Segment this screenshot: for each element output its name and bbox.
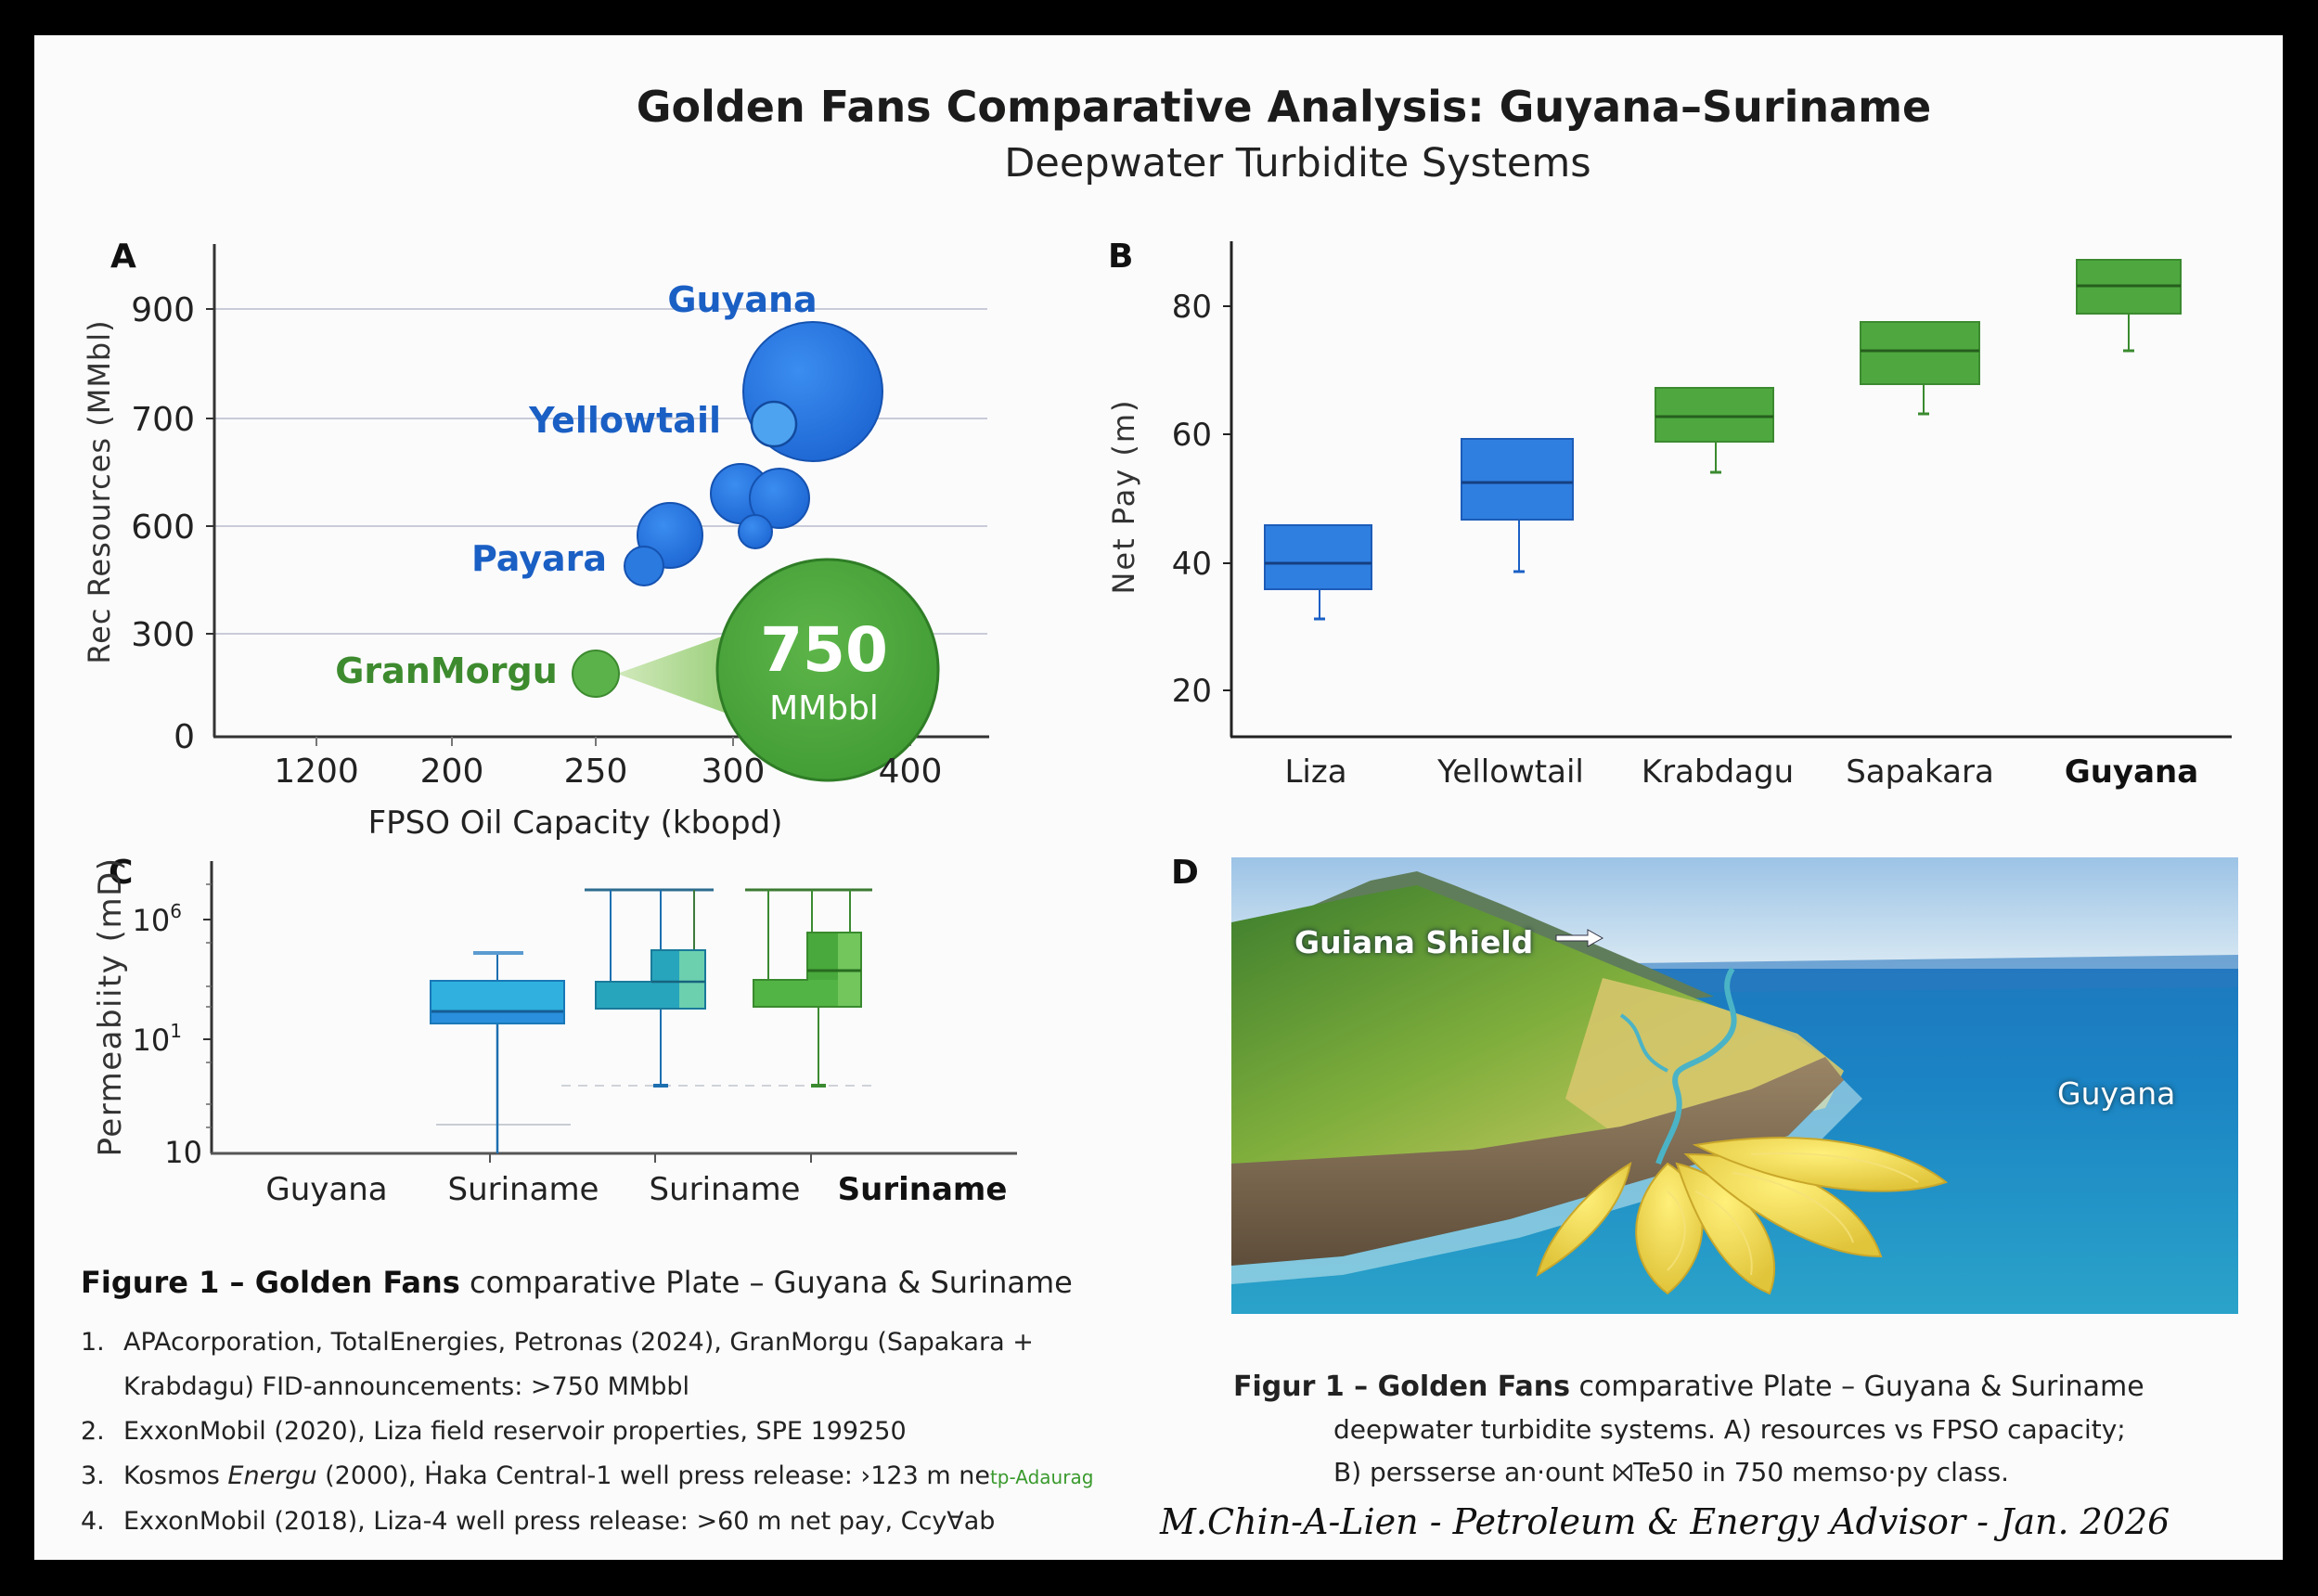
label-guyana-sea: Guyana (2057, 1075, 2176, 1112)
callout-unit: MMbbl (769, 689, 879, 727)
b-ylabel: Net Pay (m) (1106, 398, 1141, 594)
turbidite-fan-illustration (1231, 857, 2238, 1314)
author-signature: M.Chin-A-Lien - Petroleum & Energy Advis… (1160, 1501, 2170, 1542)
a-xtick: 400 (879, 753, 943, 791)
a-xtick: 1200 (274, 753, 359, 791)
label-yellowtail: Yellowtail (528, 400, 721, 441)
c-xtick-guyana: Guyana (265, 1171, 387, 1208)
reference-item: 2. ExxonMobil (2020), Liza field reservo… (81, 1417, 907, 1446)
a-ylabel: Rec Resources (MMbl) (82, 319, 117, 663)
b-xtick-guyana: Guyana (2065, 753, 2198, 791)
panel-a-bubble-chart: 900 700 600 300 0 1200 200 250 300 400 F… (82, 244, 989, 842)
b-xtick-sapakara: Sapakara (1846, 753, 1994, 791)
a-ytick-700: 700 (131, 401, 195, 439)
right-arrow-icon (1554, 928, 1604, 948)
c-ylabel: Permeabiity (mD) (92, 856, 129, 1156)
panel-b-letter: B (1108, 238, 1134, 276)
label-guyana: Guyana (667, 279, 817, 320)
panel-d-illustration: Guiana Shield Guyana (1231, 857, 2238, 1314)
reference-item: 1. APAcorporation, TotalEnergies, Petron… (81, 1328, 1034, 1401)
page-subtitle: Deepwater Turbidite Systems (1004, 140, 1591, 187)
reference-item: 4. ExxonMobil (2018), Liza-4 well press … (81, 1507, 996, 1536)
c-ytick-1e6: 106 (133, 900, 182, 938)
b-ytick-60: 60 (1172, 417, 1212, 454)
b-ytick-20: 20 (1172, 673, 1212, 710)
panel-d-letter: D (1171, 854, 1199, 892)
c-xtick-suriname-1: Suriname (448, 1171, 599, 1208)
figure-caption-right: Figur 1 – Golden Fans comparative Plate … (1233, 1371, 2144, 1487)
b-ytick-40: 40 (1172, 546, 1212, 583)
a-xtick: 200 (420, 753, 484, 791)
reference-item: 3. Kosmos Energu (2000), Ḣaka Central-1 … (81, 1461, 1094, 1490)
caption-left-bold: Figure 1 – Golden Fans (81, 1265, 460, 1300)
c-xtick-suriname-2: Suriname (650, 1171, 801, 1208)
c-ytick-1e1: 101 (133, 1020, 182, 1058)
a-xtick: 250 (564, 753, 628, 791)
c-ytick-10: 10 (164, 1135, 202, 1170)
page-title: Golden Fans Comparative Analysis: Guyana… (636, 82, 1932, 132)
panel-c-box-plot: 106 101 10 Permeabiity (mD) Guyana Surin… (92, 856, 1017, 1208)
panel-a-letter: A (110, 238, 136, 276)
b-xtick-krabdagu: Krabdagu (1642, 753, 1794, 791)
caption-left-rest: comparative Plate – Guyana & Suriname (459, 1265, 1073, 1300)
b-ytick-80: 80 (1172, 289, 1212, 326)
label-payara: Payara (471, 538, 607, 579)
a-xtick: 300 (702, 753, 766, 791)
figure-caption-left: Figure 1 – Golden Fans comparative Plate… (81, 1265, 1073, 1300)
b-xtick-liza: Liza (1284, 753, 1346, 791)
references-list: 1. APAcorporation, TotalEnergies, Petron… (81, 1320, 1093, 1544)
label-guiana-shield: Guiana Shield (1294, 924, 1534, 960)
a-ytick-300: 300 (131, 616, 195, 654)
callout-value: 750 (760, 614, 888, 686)
a-ytick-0: 0 (174, 718, 195, 756)
a-ytick-600: 600 (131, 508, 195, 547)
figure-sheet: Golden Fans Comparative Analysis: Guyana… (34, 35, 2283, 1560)
a-ytick-900: 900 (131, 291, 195, 329)
a-xlabel: FPSO Oil Capacity (kbopd) (368, 804, 783, 842)
b-xtick-yellowtail: Yellowtail (1436, 753, 1584, 791)
panel-c-letter: C (109, 854, 134, 892)
panel-b-box-plot: 80 60 40 20 Net Pay (m) Liza Yellowtail … (1106, 241, 2232, 791)
label-granmorgu: GranMorgu (335, 650, 558, 691)
c-xtick-suriname-3: Suriname (838, 1171, 1008, 1208)
